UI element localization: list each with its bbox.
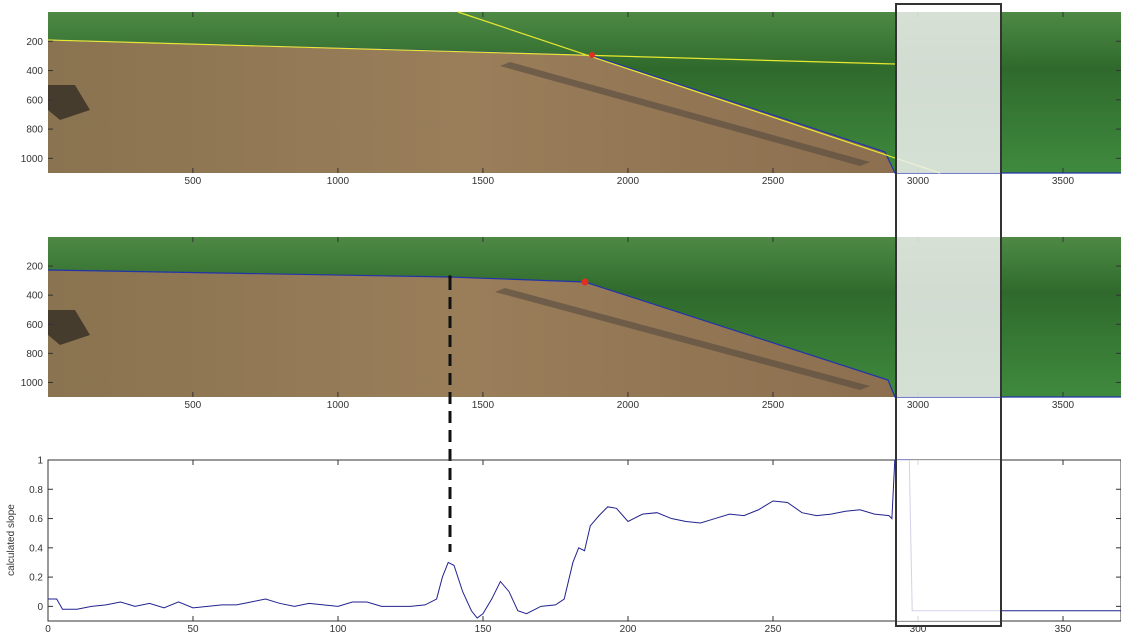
x-tick-label: 350 [1055,624,1072,635]
x-tick-label: 2500 [762,176,785,187]
x-tick-label: 250 [765,624,782,635]
x-tick-label: 0 [45,624,51,635]
y-tick-label: 800 [26,125,43,136]
marker [589,52,595,58]
x-tick-label: 500 [185,400,202,411]
overlay [896,460,1001,621]
overlay [896,237,1001,397]
y-axis-label: calculated slope [6,504,17,576]
x-tick-label: 150 [475,624,492,635]
x-tick-label: 3000 [907,400,930,411]
y-tick-label: 200 [26,37,43,48]
y-tick-label: 800 [26,349,43,360]
page: {"chart_data": [ {"type": "image", "xlim… [0,0,1121,638]
y-tick-label: 600 [26,95,43,106]
y-tick-label: 400 [26,66,43,77]
x-tick-label: 3500 [1052,400,1075,411]
x-tick-label: 500 [185,176,202,187]
x-tick-label: 50 [187,624,199,635]
x-tick-label: 3000 [907,176,930,187]
x-tick-label: 1000 [327,400,350,411]
x-tick-label: 100 [330,624,347,635]
x-tick-label: 1000 [327,176,350,187]
y-tick-label: 1000 [21,378,44,389]
figure: 5001000150020002500300035002004006008001… [0,0,1121,638]
y-tick-label: 1000 [21,154,44,165]
x-tick-label: 3500 [1052,176,1075,187]
overlay [896,12,1001,173]
y-tick-label: 1 [37,456,43,467]
x-tick-label: 200 [620,624,637,635]
y-tick-label: 0 [37,602,43,613]
y-tick-label: 600 [26,320,43,331]
y-tick-label: 400 [26,291,43,302]
y-tick-label: 200 [26,262,43,273]
y-tick-label: 0.6 [29,514,43,525]
y-tick-label: 0.2 [29,573,43,584]
x-tick-label: 1500 [472,176,495,187]
y-tick-label: 0.4 [29,543,43,554]
x-tick-label: 2000 [617,400,640,411]
x-tick-label: 1500 [472,400,495,411]
x-tick-label: 2500 [762,400,785,411]
y-tick-label: 0.8 [29,485,43,496]
marker [582,279,589,286]
x-tick-label: 2000 [617,176,640,187]
